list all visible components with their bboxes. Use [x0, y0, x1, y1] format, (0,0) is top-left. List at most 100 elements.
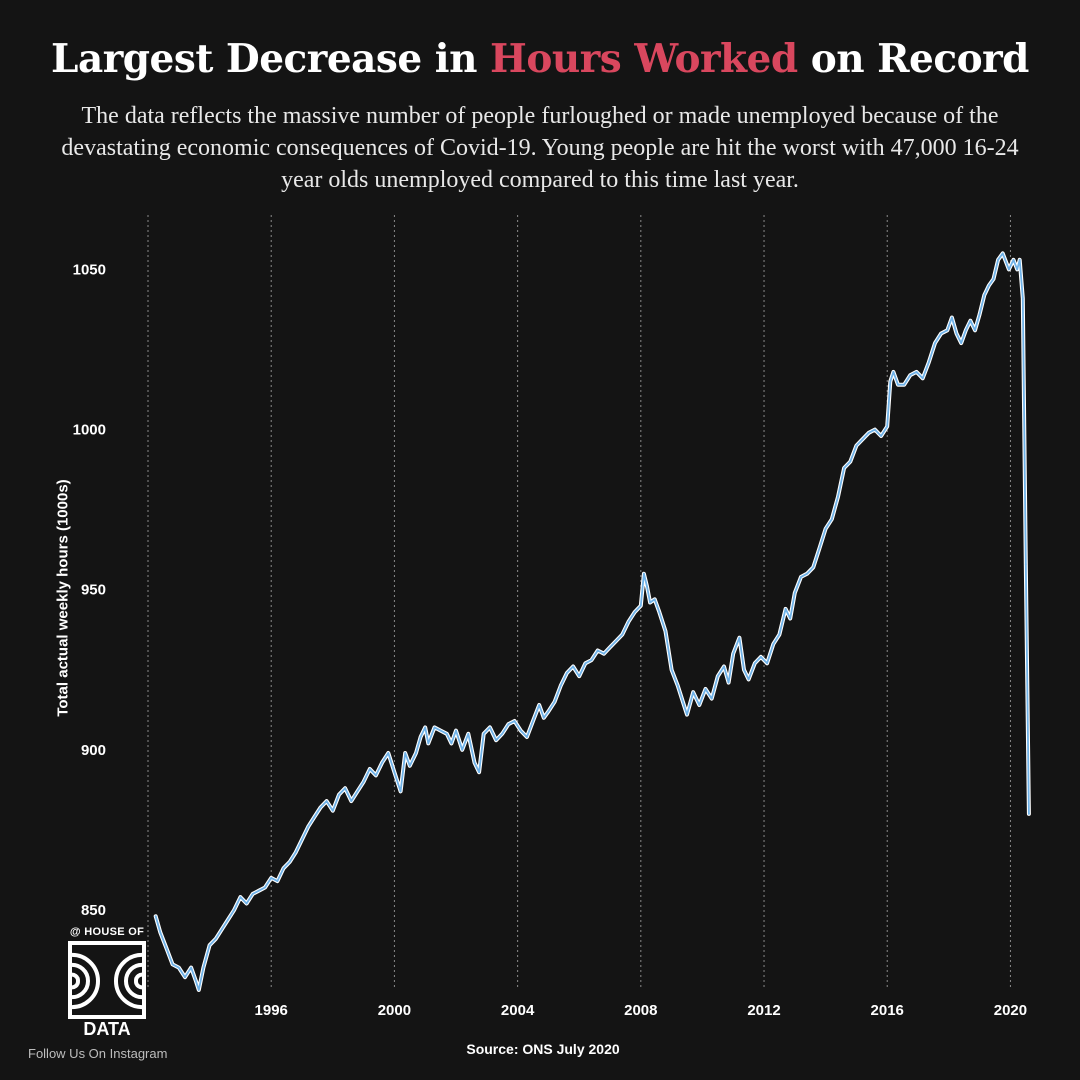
series-line-halo: [153, 251, 1031, 992]
data-point: [542, 716, 545, 719]
data-point: [301, 838, 303, 841]
data-point: [344, 787, 346, 790]
data-point: [789, 617, 792, 620]
data-point: [615, 640, 618, 642]
title-prefix: Largest Decrease in: [51, 36, 491, 82]
data-point: [643, 572, 645, 575]
data-point: [692, 691, 695, 694]
data-point: [934, 342, 936, 344]
data-point: [264, 886, 266, 889]
data-point: [319, 806, 322, 809]
logo-top-text: @ HOUSE OF: [69, 926, 145, 938]
data-point: [874, 428, 876, 431]
data-point: [408, 764, 411, 767]
data-point: [1001, 252, 1004, 255]
data-point: [559, 684, 562, 687]
chart-title: Largest Decrease in Hours Worked on Reco…: [0, 36, 1080, 82]
data-point: [951, 316, 953, 319]
data-point: [676, 684, 679, 687]
data-point: [445, 732, 448, 735]
data-point: [909, 374, 912, 376]
data-point: [489, 726, 491, 729]
data-point: [190, 966, 193, 969]
logo-bottom-text: DATA: [83, 1019, 131, 1039]
data-point: [627, 620, 630, 623]
data-point: [946, 329, 949, 332]
data-point: [154, 915, 157, 918]
data-point: [227, 918, 230, 921]
data-point: [855, 444, 858, 447]
data-point: [649, 601, 651, 604]
data-point: [738, 636, 741, 639]
y-tick-label-950: 950: [81, 582, 106, 599]
data-point: [743, 668, 745, 671]
data-point: [964, 329, 967, 332]
data-point: [1008, 268, 1010, 271]
x-tick-label-2000: 2000: [378, 1002, 411, 1019]
data-point: [969, 319, 972, 322]
data-point: [992, 278, 995, 280]
data-point: [439, 729, 442, 732]
source-note: Source: ONS July 2020: [466, 1041, 620, 1057]
data-point: [233, 909, 236, 911]
data-point: [915, 371, 918, 373]
data-point: [467, 732, 470, 735]
data-point: [723, 665, 725, 668]
data-point: [778, 633, 781, 636]
data-point: [818, 547, 821, 549]
data-point: [325, 800, 328, 802]
data-point: [903, 383, 906, 386]
data-point: [184, 976, 186, 979]
logo-mark-icon: [68, 941, 146, 1019]
data-point: [415, 752, 417, 754]
data-point: [889, 380, 892, 383]
data-point: [519, 729, 522, 732]
data-point: [812, 566, 815, 569]
data-point: [177, 966, 180, 969]
data-point: [208, 944, 211, 947]
data-point: [766, 662, 768, 665]
y-tick-label-1000: 1000: [73, 422, 106, 439]
title-highlight: Hours Worked: [490, 36, 798, 82]
data-point: [639, 604, 642, 607]
data-point: [399, 790, 402, 793]
data-point: [350, 800, 353, 802]
data-point: [867, 431, 870, 434]
data-point: [282, 867, 285, 870]
data-point: [747, 678, 750, 681]
data-point: [940, 332, 942, 335]
series-line: [154, 252, 1030, 991]
y-tick-label-1050: 1050: [73, 261, 106, 278]
data-point: [221, 928, 223, 931]
data-point: [270, 877, 273, 879]
data-point: [513, 720, 516, 722]
data-point: [784, 608, 787, 610]
data-point: [670, 668, 673, 671]
data-point: [461, 748, 464, 751]
data-point: [427, 742, 430, 745]
data-point: [603, 652, 605, 655]
data-point: [686, 713, 688, 716]
data-point: [955, 332, 958, 335]
data-point: [433, 726, 436, 729]
data-point: [960, 342, 963, 344]
data-point: [572, 665, 574, 668]
data-point: [806, 572, 808, 575]
data-point: [927, 361, 930, 364]
vertical-gridlines: [147, 215, 1011, 990]
data-point: [997, 258, 999, 261]
data-point: [313, 816, 316, 818]
data-point: [331, 809, 334, 812]
data-point: [578, 675, 581, 678]
data-point: [837, 495, 839, 498]
data-point: [159, 931, 162, 934]
data-point: [1018, 258, 1021, 261]
data-point: [251, 893, 254, 895]
data-point: [424, 726, 427, 729]
data-point: [419, 736, 422, 738]
x-tick-label-2020: 2020: [994, 1002, 1027, 1019]
data-point: [880, 435, 882, 437]
data-point: [897, 383, 899, 386]
data-point: [590, 659, 593, 661]
